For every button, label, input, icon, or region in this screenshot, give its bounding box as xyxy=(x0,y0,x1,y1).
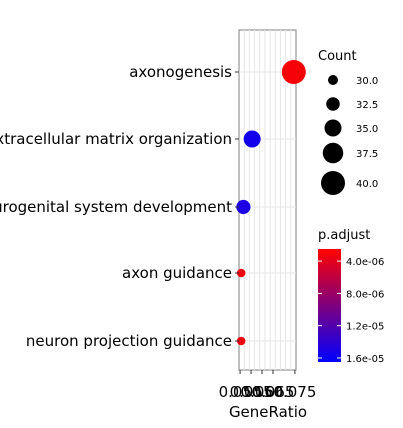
color-legend-label: 8.0e-06 xyxy=(346,289,384,300)
color-legend-title: p.adjust xyxy=(318,228,370,243)
y-axis-labels: axonogenesis extracellular matrix organiz… xyxy=(0,63,239,350)
y-tick-label: axon guidance xyxy=(122,264,232,282)
y-tick-label: axonogenesis xyxy=(129,63,232,81)
size-legend-key xyxy=(321,171,345,195)
size-legend-label: 40.0 xyxy=(356,179,378,190)
color-legend-label: 1.2e-05 xyxy=(346,322,384,333)
x-tick-label: 0.075 xyxy=(273,383,316,401)
x-axis-title: GeneRatio xyxy=(229,403,307,421)
size-legend-key xyxy=(325,120,342,137)
size-legend-label: 37.5 xyxy=(356,149,378,160)
color-legend-bar xyxy=(318,249,341,362)
y-tick-label: neuron projection guidance xyxy=(26,332,232,350)
color-legend-label: 1.6e-05 xyxy=(346,354,384,365)
size-legend-label: 35.0 xyxy=(356,124,378,135)
data-point xyxy=(282,60,306,84)
size-legend-key xyxy=(328,75,338,85)
size-legend-label: 32.5 xyxy=(356,100,378,111)
size-legend-title: Count xyxy=(318,49,357,64)
data-point xyxy=(244,131,261,148)
size-legend-label: 30.0 xyxy=(356,76,378,87)
size-legend-key xyxy=(323,143,344,164)
color-legend-label: 4.0e-06 xyxy=(346,257,384,268)
y-tick-label: urogenital system development xyxy=(0,198,232,216)
size-legend-key xyxy=(326,97,340,111)
y-tick-label: extracellular matrix organization xyxy=(0,130,232,148)
size-legend: 30.0 32.5 35.0 37.5 40.0 xyxy=(321,75,378,195)
